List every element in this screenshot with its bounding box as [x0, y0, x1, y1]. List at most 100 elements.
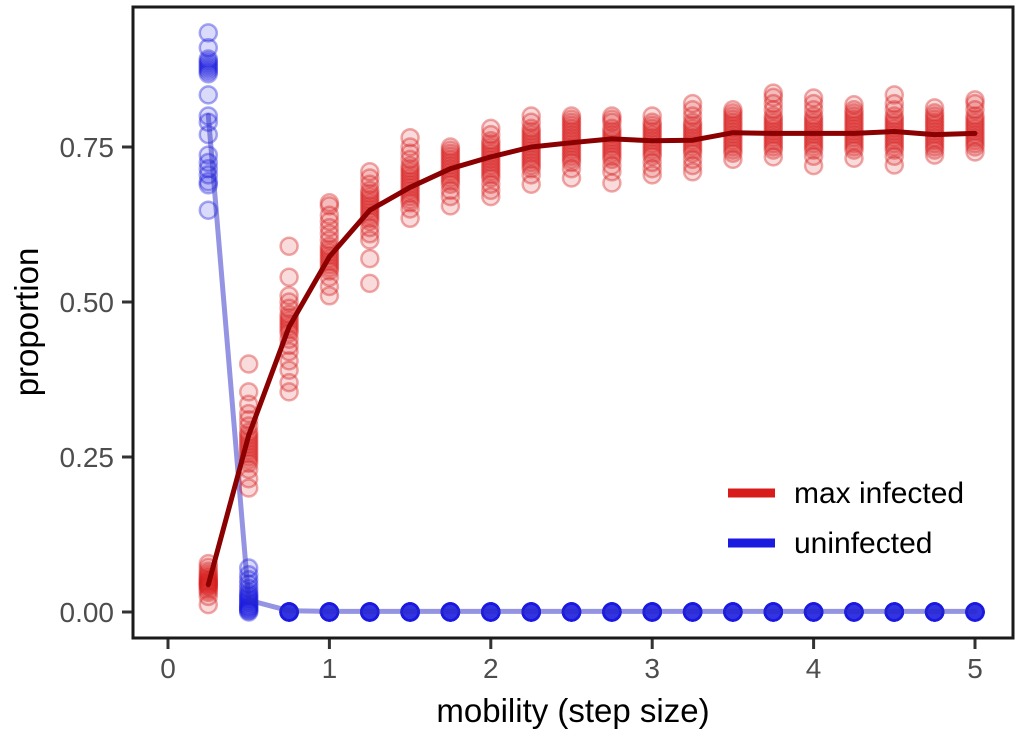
series-uninfected [198, 23, 985, 622]
scatter-point-max-infected [803, 100, 824, 120]
scatter-point-max-infected [561, 112, 582, 132]
scatter-point-max-infected [360, 273, 380, 294]
scatter-point-max-infected [682, 149, 703, 170]
scatter-point-max-infected [682, 100, 703, 120]
scatter-point-max-infected [763, 87, 784, 108]
scatter-point-max-infected [844, 106, 864, 126]
scatter-point-max-infected [763, 106, 784, 126]
scatter-point-max-infected [723, 109, 743, 129]
scatter-point-max-infected [884, 85, 905, 105]
scatter-point-max-infected [238, 354, 259, 374]
scatter-point-max-infected [803, 155, 824, 176]
scatter-point-uninfected [198, 54, 219, 74]
scatter-point-max-infected [561, 152, 582, 173]
scatter-point-max-infected [481, 124, 501, 145]
y-axis-title: proportion [8, 248, 45, 397]
scatter-point-max-infected [440, 174, 461, 194]
scatter-point-max-infected [602, 146, 622, 167]
scatter-point-max-infected [642, 158, 662, 179]
scatter-point-max-infected [602, 149, 622, 170]
scatter-point-max-infected [682, 155, 703, 176]
scatter-point-uninfected [198, 23, 219, 43]
scatter-point-max-infected [561, 109, 582, 129]
scatter-point-max-infected [440, 143, 461, 163]
scatter-point-max-infected [440, 137, 461, 157]
scatter-point-max-infected [481, 134, 501, 154]
scatter-point-max-infected [965, 93, 985, 114]
scatter-point-max-infected [844, 112, 864, 132]
y-axis-tick-label: 0.00 [60, 597, 115, 628]
scatter-point-max-infected [844, 148, 864, 168]
scatter-point-max-infected [319, 205, 340, 225]
scatter-point-max-infected [238, 478, 259, 498]
scatter-point-max-infected [763, 93, 784, 114]
scatter-point-max-infected [440, 171, 461, 191]
scatter-point-max-infected [400, 155, 420, 176]
x-axis-tick-label: 1 [322, 653, 338, 684]
scatter-point-uninfected [198, 59, 219, 79]
scatter-point-max-infected [561, 149, 582, 170]
scatter-point-max-infected [319, 211, 340, 232]
scatter-point-max-infected [319, 196, 340, 216]
scatter-point-max-infected [723, 106, 743, 126]
scatter-point-max-infected [360, 180, 380, 201]
scatter-point-max-infected [481, 186, 501, 207]
scatter-point-max-infected [440, 180, 461, 201]
scatter-point-max-infected [884, 109, 905, 129]
scatter-point-max-infected [279, 236, 299, 256]
scatter-point-max-infected [884, 134, 905, 154]
scatter-point-max-infected [561, 115, 582, 136]
mean-line-uninfected [205, 112, 978, 614]
scatter-point-max-infected [279, 292, 299, 312]
scatter-point-max-infected [642, 115, 662, 136]
scatter-point-max-infected [319, 230, 340, 250]
scatter-point-max-infected [481, 158, 501, 179]
scatter-point-max-infected [965, 142, 985, 162]
scatter-point-max-infected [803, 146, 824, 167]
scatter-point-max-infected [844, 109, 864, 129]
scatter-point-max-infected [924, 109, 945, 129]
series-layer [198, 23, 985, 622]
scatter-point-uninfected [198, 38, 219, 58]
scatter-point-max-infected [279, 360, 299, 380]
scatter-point-max-infected [602, 112, 622, 132]
scatter-point-max-infected [561, 121, 582, 142]
scatter-point-max-infected [884, 137, 905, 157]
scatter-point-max-infected [884, 140, 905, 160]
scatter-point-max-infected [521, 121, 541, 142]
scatter-point-max-infected [400, 193, 420, 213]
scatter-point-max-infected [440, 196, 461, 216]
scatter-point-max-infected [319, 193, 340, 213]
scatter-point-max-infected [763, 147, 784, 167]
scatter-point-max-infected [198, 594, 219, 615]
scatter-point-max-infected [561, 118, 582, 139]
x-axis-tick-label: 2 [483, 653, 499, 684]
scatter-point-max-infected [723, 143, 743, 163]
scatter-point-max-infected [481, 180, 501, 201]
scatter-point-max-infected [521, 158, 541, 179]
scatter-point-max-infected [965, 90, 985, 110]
scatter-point-max-infected [803, 88, 824, 108]
scatter-point-max-infected [521, 155, 541, 176]
scatter-point-max-infected [521, 106, 541, 126]
legend-label-max-infected: max infected [794, 477, 964, 510]
scatter-point-max-infected [481, 131, 501, 151]
scatter-point-max-infected [763, 112, 784, 132]
scatter-point-max-infected [682, 112, 703, 132]
scatter-point-uninfected [198, 56, 219, 77]
axes-layer: 0 1 2 3 4 5 0.00 0.25 0.50 0.75 [60, 132, 983, 684]
scatter-point-max-infected [924, 103, 945, 123]
scatter-point-max-infected [400, 137, 420, 157]
scatter-point-max-infected [198, 586, 219, 607]
scatter-point-max-infected [400, 199, 420, 219]
scatter-point-max-infected [360, 205, 380, 225]
scatter-point-max-infected [481, 162, 501, 182]
scatter-point-max-infected [924, 98, 945, 118]
scatter-point-max-infected [238, 468, 259, 489]
scatter-point-max-infected [682, 106, 703, 126]
x-axis-tick-label: 0 [160, 653, 176, 684]
scatter-point-max-infected [642, 106, 662, 126]
series-max-infected [198, 83, 985, 615]
